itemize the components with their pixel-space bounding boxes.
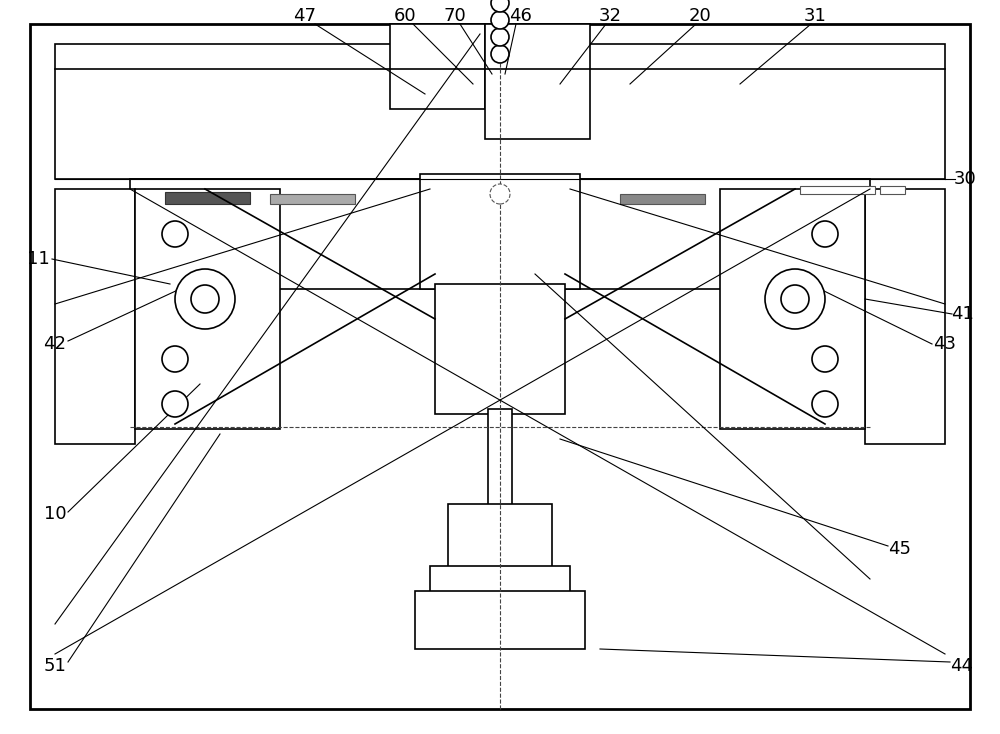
Bar	[135, 189, 280, 429]
Bar	[165, 192, 250, 204]
Circle shape	[812, 346, 838, 372]
Bar	[430, 566, 570, 594]
Bar	[55, 189, 135, 444]
Bar	[130, 179, 870, 289]
Text: 31: 31	[804, 7, 826, 25]
Text: 51: 51	[44, 657, 66, 675]
Text: 44: 44	[950, 657, 974, 675]
Bar	[448, 504, 552, 569]
Circle shape	[812, 391, 838, 417]
Text: 20: 20	[689, 7, 711, 25]
Circle shape	[162, 391, 188, 417]
Text: 47: 47	[294, 7, 316, 25]
Bar	[800, 186, 875, 194]
Bar	[415, 591, 585, 649]
Text: 60: 60	[394, 7, 416, 25]
Text: 42: 42	[44, 335, 66, 353]
Bar	[865, 189, 945, 444]
Bar	[880, 186, 905, 194]
Circle shape	[765, 269, 825, 329]
Bar	[435, 284, 565, 414]
Circle shape	[175, 269, 235, 329]
Bar	[720, 189, 865, 429]
Bar	[390, 24, 485, 109]
Bar	[485, 24, 590, 139]
Text: 30: 30	[954, 170, 976, 188]
Text: 10: 10	[44, 505, 66, 523]
Circle shape	[491, 11, 509, 29]
Text: 11: 11	[27, 250, 49, 268]
Circle shape	[490, 184, 510, 204]
Circle shape	[812, 221, 838, 247]
Circle shape	[491, 0, 509, 12]
Bar	[620, 194, 705, 204]
Circle shape	[491, 28, 509, 46]
Circle shape	[491, 45, 509, 63]
Circle shape	[162, 346, 188, 372]
Text: 41: 41	[951, 305, 973, 323]
Circle shape	[191, 285, 219, 313]
Text: 46: 46	[509, 7, 531, 25]
Text: 45: 45	[889, 540, 912, 558]
Text: 70: 70	[444, 7, 466, 25]
Text: 32: 32	[598, 7, 622, 25]
Bar	[420, 174, 580, 289]
Circle shape	[162, 221, 188, 247]
Text: 43: 43	[934, 335, 956, 353]
Bar	[488, 409, 512, 509]
Bar	[270, 194, 355, 204]
Circle shape	[781, 285, 809, 313]
Bar	[55, 44, 945, 179]
